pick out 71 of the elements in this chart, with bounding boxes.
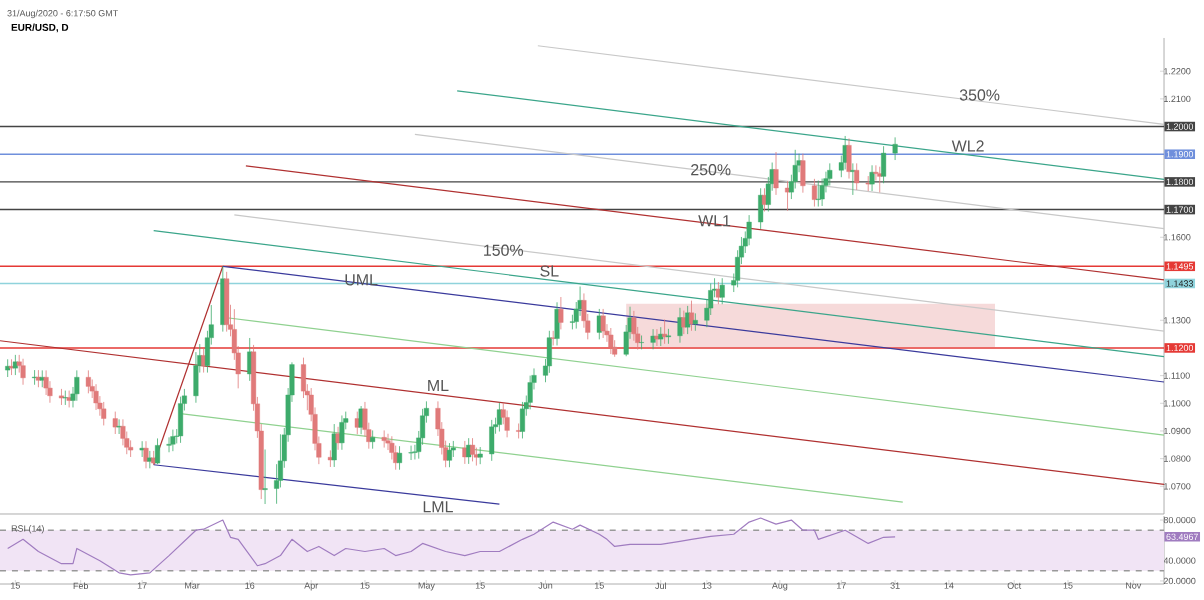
candlestick	[178, 396, 184, 444]
candlestick	[854, 162, 860, 191]
candlestick	[758, 187, 764, 230]
candlestick	[397, 445, 403, 471]
candlestick	[116, 418, 122, 435]
candlestick	[692, 312, 698, 332]
candlestick	[639, 335, 645, 350]
candlestick	[385, 433, 391, 451]
candlestick	[815, 180, 821, 207]
candlestick	[658, 326, 664, 347]
candlestick	[600, 308, 606, 339]
candlestick	[800, 153, 806, 194]
candlestick	[665, 328, 671, 345]
candlestick	[516, 423, 522, 439]
candlestick	[20, 358, 26, 386]
candlestick	[688, 300, 694, 332]
candlestick	[496, 402, 502, 432]
candlestick	[504, 410, 510, 438]
candlestick	[550, 330, 556, 346]
candlestick	[62, 390, 68, 406]
candlestick	[12, 354, 18, 376]
candlestick	[66, 390, 72, 408]
candlestick	[865, 175, 871, 192]
candlestick	[527, 375, 533, 410]
candlestick	[74, 369, 80, 402]
candlestick	[5, 358, 11, 378]
candlestick	[608, 327, 614, 355]
candlestick	[715, 281, 721, 305]
candlestick	[462, 440, 468, 465]
candlestick	[881, 145, 887, 184]
candlestick	[335, 426, 341, 451]
candlestick	[892, 136, 898, 161]
line-series	[7, 517, 896, 576]
candlestick	[631, 310, 637, 342]
candlestick	[470, 437, 476, 462]
candlestick	[381, 430, 387, 448]
candlestick	[170, 429, 176, 452]
candlestick	[746, 214, 752, 246]
candlestick	[43, 369, 49, 396]
candlestick	[558, 296, 564, 330]
candlestick	[101, 401, 107, 426]
candlestick	[685, 305, 691, 335]
candlestick	[327, 449, 333, 468]
candlestick	[193, 351, 199, 404]
candlestick	[58, 388, 64, 406]
candlestick	[128, 439, 134, 458]
candlestick	[719, 277, 725, 305]
candlestick	[869, 164, 875, 192]
candlestick	[466, 437, 472, 465]
candlestick	[408, 445, 414, 461]
candlestick	[811, 178, 817, 207]
candlestick	[331, 423, 337, 468]
candlestick	[827, 162, 833, 186]
candlestick	[554, 301, 560, 346]
candlestick	[166, 436, 172, 453]
candlestick	[654, 328, 660, 347]
candlestick	[262, 449, 268, 505]
candlestick	[112, 411, 118, 435]
candlestick	[519, 401, 525, 439]
candlestick	[846, 138, 852, 179]
candlestick	[93, 383, 99, 411]
candlestick	[819, 178, 825, 207]
candlestick	[120, 418, 126, 446]
candlestick	[224, 271, 230, 333]
candlestick	[650, 328, 656, 350]
candlestick	[370, 430, 376, 450]
candlestick	[877, 166, 883, 193]
candlestick	[677, 307, 683, 344]
candlestick	[662, 319, 668, 345]
candlestick	[139, 440, 145, 458]
candlestick	[85, 369, 91, 394]
